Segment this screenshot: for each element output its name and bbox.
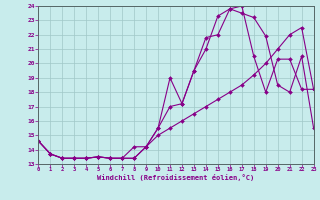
X-axis label: Windchill (Refroidissement éolien,°C): Windchill (Refroidissement éolien,°C) xyxy=(97,174,255,181)
